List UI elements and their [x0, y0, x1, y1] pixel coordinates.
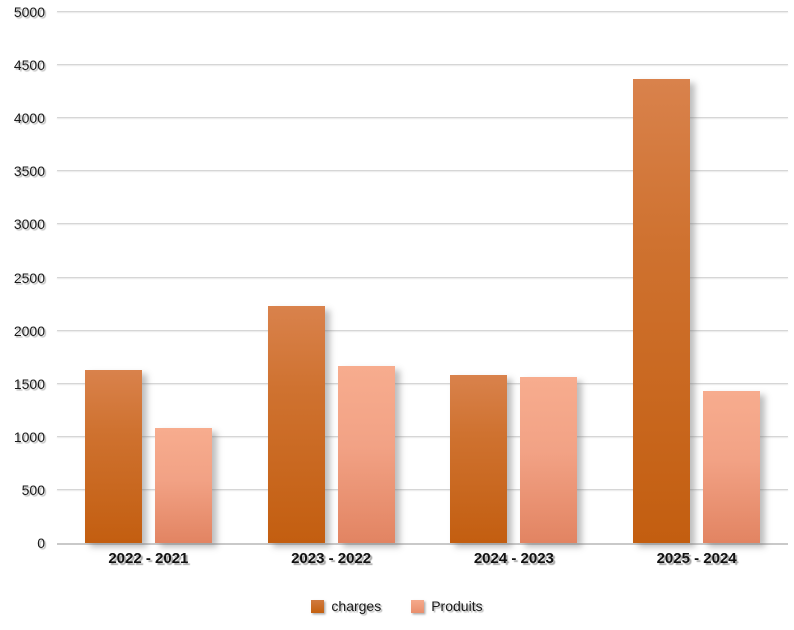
- y-tick-label-3000: 3000: [13, 216, 45, 233]
- bar-charges-0: [84, 369, 142, 543]
- y-tick-label-4000: 4000: [13, 110, 45, 127]
- bar-charges-2: [450, 375, 508, 543]
- bar-group-2023-2022: [240, 12, 423, 543]
- gridline-1000: [57, 435, 788, 437]
- y-tick-label-5000: 5000: [13, 4, 45, 20]
- y-tick-label-3500: 3500: [13, 163, 45, 180]
- bar-produits-0: [154, 428, 212, 543]
- legend-swatch-produits: [411, 599, 425, 613]
- gridline-3500: [57, 170, 788, 172]
- bar-group-2025-2024: [605, 12, 788, 543]
- y-tick-label-1500: 1500: [13, 375, 45, 392]
- gridline-5000: [57, 11, 788, 12]
- y-tick-label-2000: 2000: [13, 322, 45, 339]
- y-tick-label-4500: 4500: [13, 57, 45, 74]
- x-category-label-1: 2023 - 2022: [291, 550, 372, 567]
- y-tick-label-1000: 1000: [13, 428, 45, 445]
- legend: charges Produits: [0, 594, 794, 618]
- bar-produits-2: [520, 377, 578, 543]
- bar-group-2024-2023: [423, 12, 606, 543]
- x-axis-labels: 2022 - 2021 2023 - 2022 2024 - 2023 2025 - …: [57, 550, 788, 574]
- y-tick-label-2500: 2500: [13, 269, 45, 286]
- gridline-2000: [57, 329, 788, 331]
- legend-item-charges: charges: [311, 598, 381, 614]
- bar-produits-1: [337, 366, 395, 543]
- gridline-3000: [57, 223, 788, 225]
- gridline-4000: [57, 117, 788, 119]
- x-category-label-0: 2022 - 2021: [108, 550, 189, 567]
- bar-charges-1: [267, 306, 325, 543]
- gridline-2500: [57, 276, 788, 278]
- y-tick-label-0: 0: [37, 535, 45, 551]
- legend-label-charges: charges: [331, 598, 382, 614]
- legend-label-produits: Produits: [431, 598, 483, 614]
- gridline-4500: [57, 64, 788, 66]
- bars-layer: [57, 12, 788, 543]
- gridline-500: [57, 488, 788, 490]
- y-axis-labels: 0 500 1000 1500 2000 2500 3000 3500 4000 4500 5000: [0, 4, 45, 551]
- legend-swatch-charges: [311, 599, 325, 613]
- y-tick-label-500: 500: [21, 481, 45, 498]
- plot-area: [57, 11, 788, 545]
- bar-group-2022-2021: [57, 12, 240, 543]
- x-category-label-3: 2025 - 2024: [656, 550, 737, 567]
- x-category-label-2: 2024 - 2023: [473, 550, 554, 567]
- legend-item-produits: Produits: [411, 598, 483, 614]
- bar-charges-3: [633, 78, 691, 543]
- gridline-1500: [57, 382, 788, 384]
- bar-produits-3: [703, 391, 761, 543]
